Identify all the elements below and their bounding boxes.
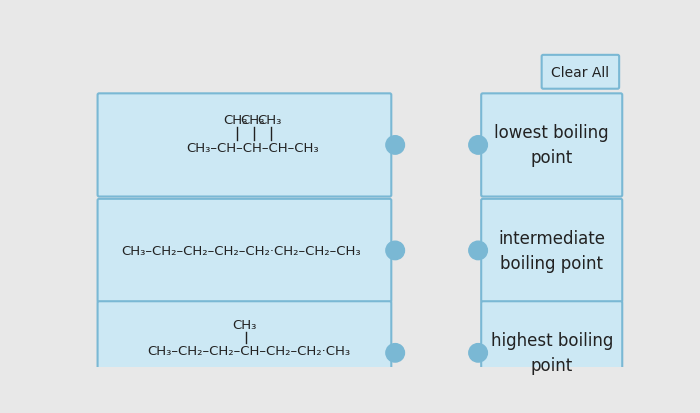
Circle shape xyxy=(469,344,487,362)
FancyBboxPatch shape xyxy=(481,199,622,302)
Text: intermediate
boiling point: intermediate boiling point xyxy=(498,229,606,272)
FancyBboxPatch shape xyxy=(481,94,622,197)
Circle shape xyxy=(469,242,487,260)
Text: highest boiling
point: highest boiling point xyxy=(491,332,613,375)
Text: CH₃: CH₃ xyxy=(232,318,257,331)
FancyBboxPatch shape xyxy=(481,301,622,404)
Circle shape xyxy=(469,136,487,155)
Text: Clear All: Clear All xyxy=(552,66,610,80)
Text: CH₃: CH₃ xyxy=(257,114,281,127)
FancyBboxPatch shape xyxy=(97,301,391,404)
FancyBboxPatch shape xyxy=(542,56,619,90)
Text: CH₃: CH₃ xyxy=(240,114,265,127)
Circle shape xyxy=(386,136,405,155)
FancyBboxPatch shape xyxy=(97,94,391,197)
Circle shape xyxy=(386,344,405,362)
Circle shape xyxy=(386,242,405,260)
Text: CH₃–CH–CH–CH–CH₃: CH₃–CH–CH–CH–CH₃ xyxy=(186,141,318,154)
Text: CH₃: CH₃ xyxy=(223,114,247,127)
Text: CH₃–CH₂–CH₂–CH–CH₂–CH₂·CH₃: CH₃–CH₂–CH₂–CH–CH₂–CH₂·CH₃ xyxy=(147,344,350,357)
FancyBboxPatch shape xyxy=(97,199,391,302)
Text: CH₃–CH₂–CH₂–CH₂–CH₂·CH₂–CH₂–CH₃: CH₃–CH₂–CH₂–CH₂–CH₂·CH₂–CH₂–CH₃ xyxy=(120,244,360,257)
Text: lowest boiling
point: lowest boiling point xyxy=(494,124,609,167)
